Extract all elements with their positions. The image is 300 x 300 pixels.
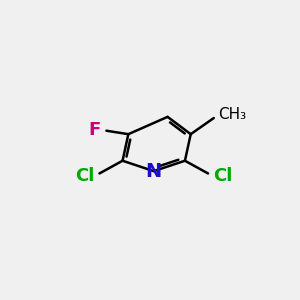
Text: F: F: [88, 121, 101, 139]
Text: Cl: Cl: [213, 167, 233, 185]
Text: CH₃: CH₃: [218, 107, 247, 122]
Text: N: N: [146, 162, 162, 181]
Text: Cl: Cl: [75, 167, 94, 185]
